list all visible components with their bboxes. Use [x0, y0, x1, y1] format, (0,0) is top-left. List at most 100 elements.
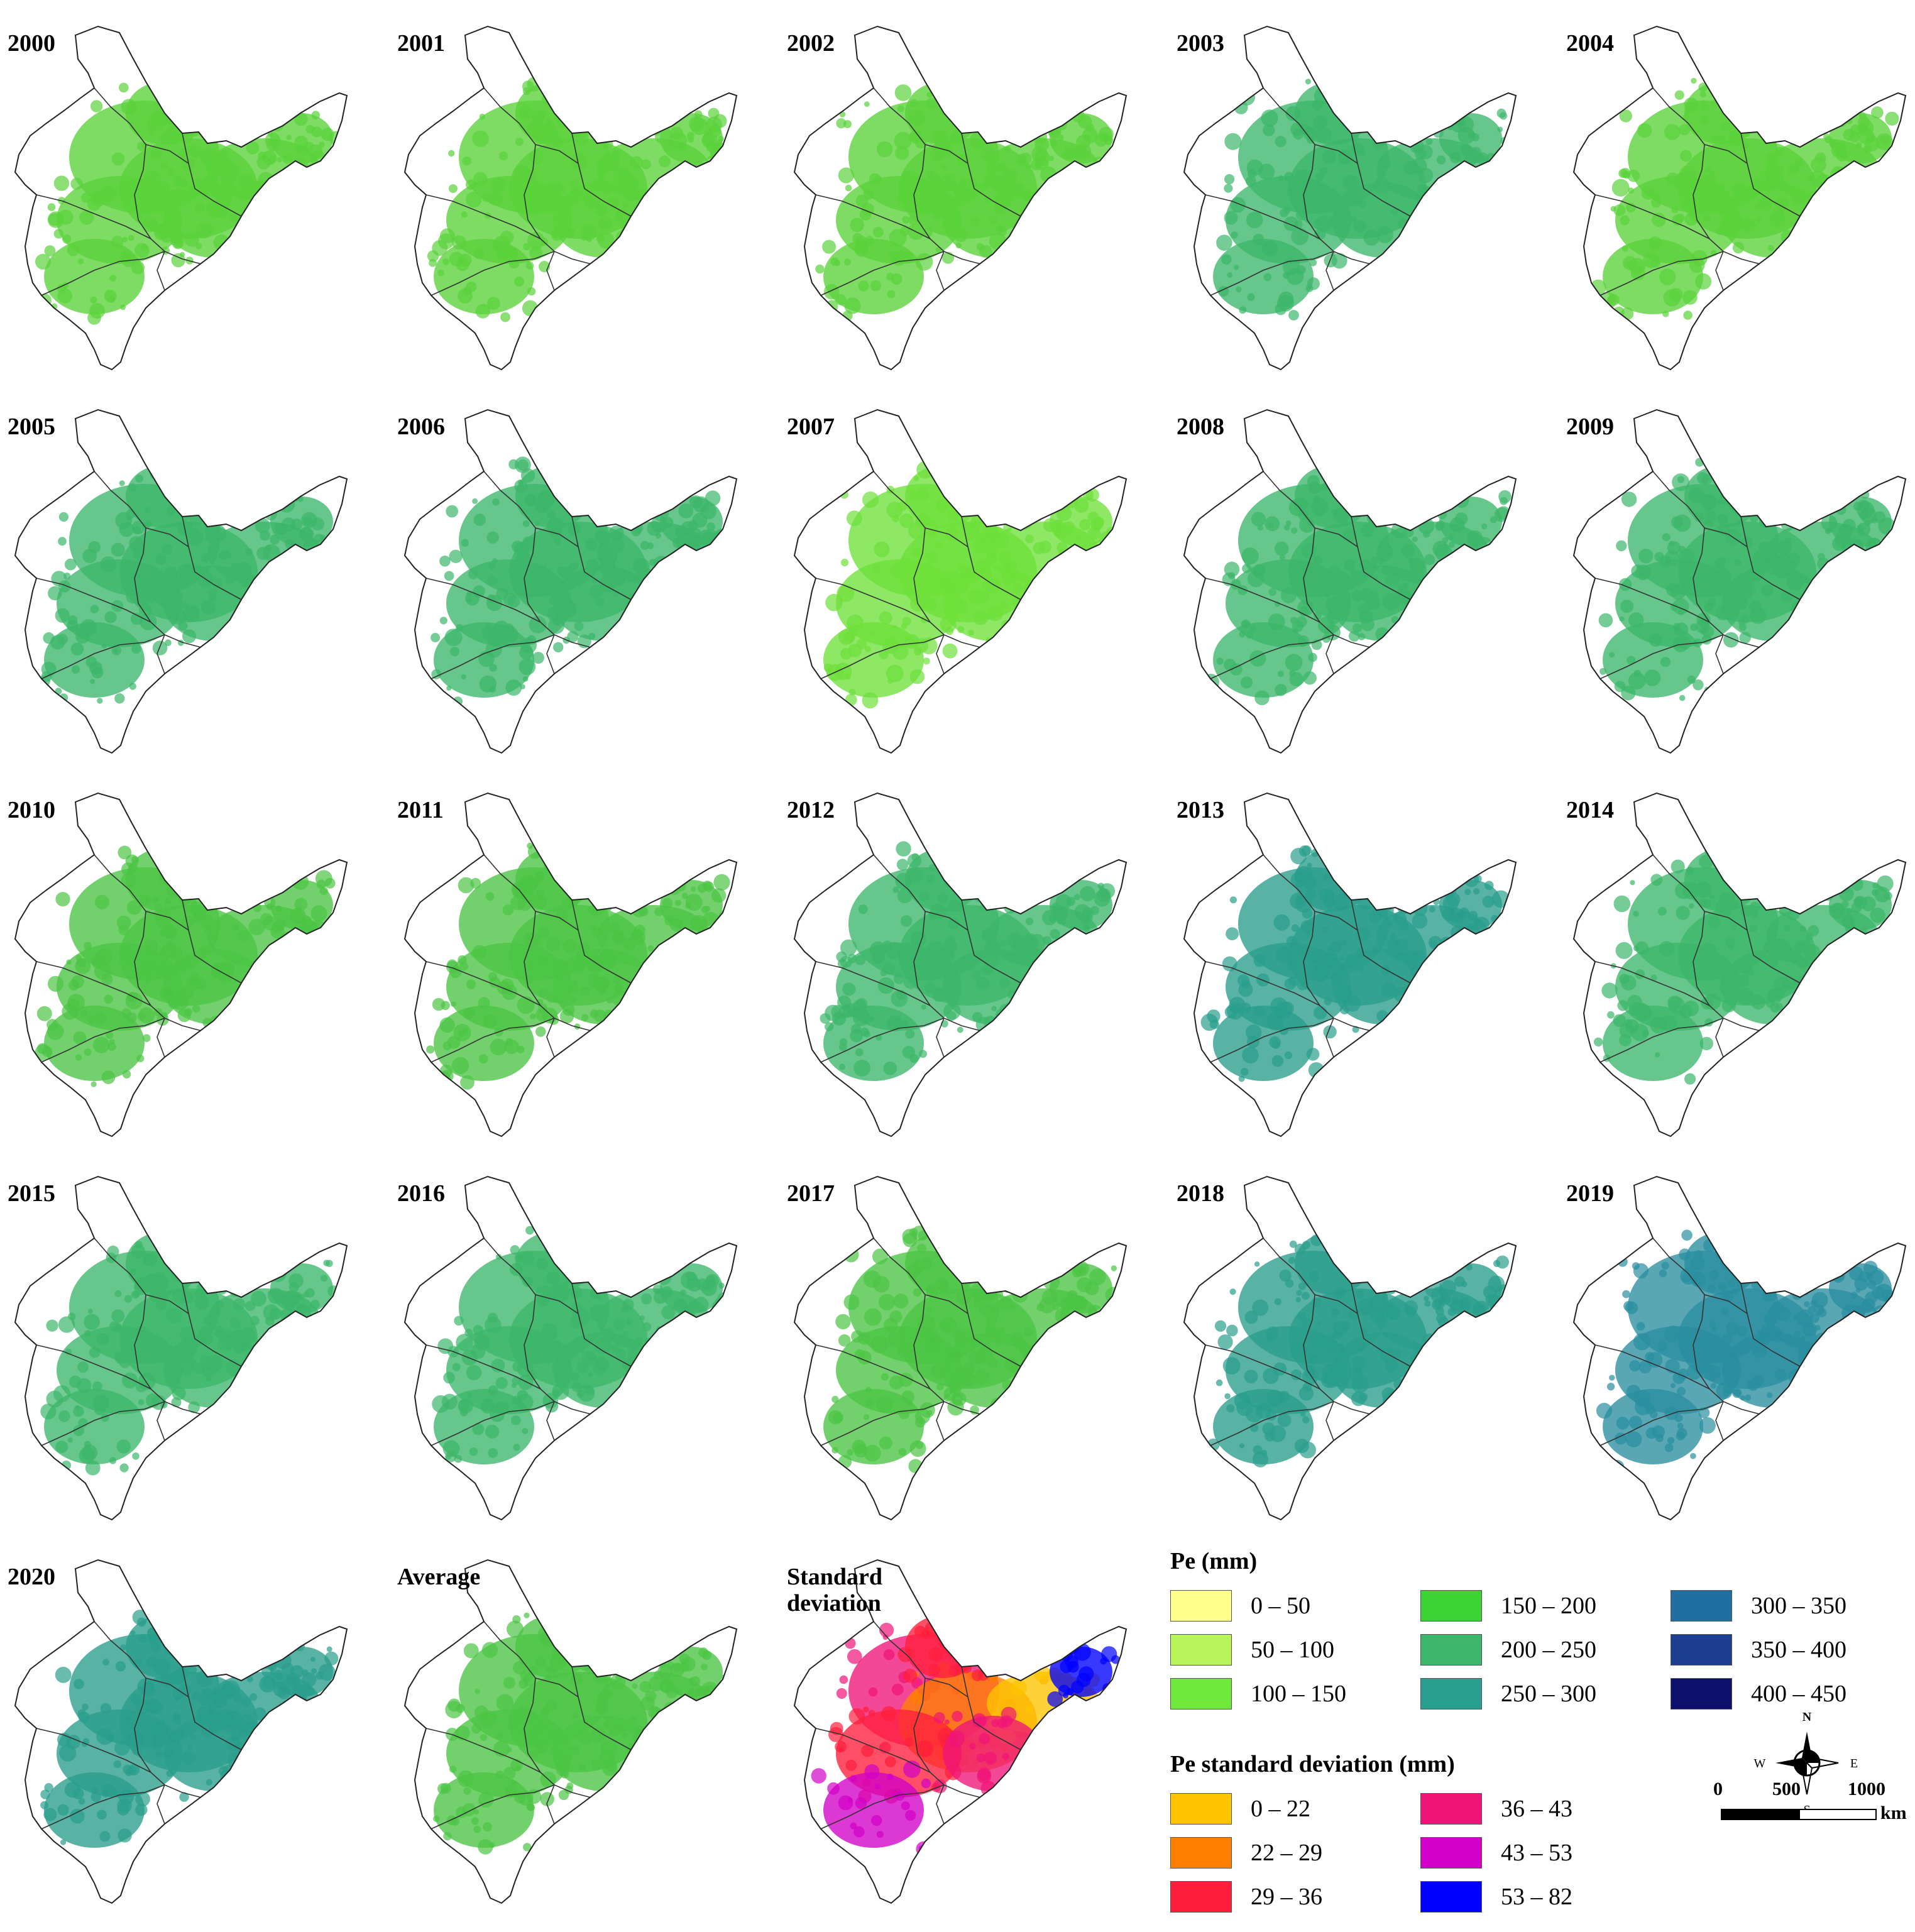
vegetation-speckle [1266, 1013, 1284, 1031]
vegetation-speckle [472, 1423, 485, 1435]
vegetation-speckle [870, 280, 881, 292]
vegetation-speckle [1665, 583, 1681, 597]
vegetation-speckle [324, 1651, 339, 1666]
vegetation-speckle [1863, 145, 1872, 154]
vegetation-speckle [1355, 1290, 1364, 1298]
province-border [936, 1401, 945, 1441]
vegetation-speckle [1466, 1263, 1473, 1271]
vegetation-speckle [492, 498, 500, 506]
vegetation-speckle [1263, 1368, 1279, 1385]
vegetation-speckle [932, 987, 947, 1002]
vegetation-speckle [102, 1659, 109, 1666]
vegetation-speckle [576, 950, 589, 962]
vegetation-speckle [1757, 196, 1772, 211]
vegetation-speckle [556, 855, 565, 865]
vegetation-speckle [124, 953, 131, 959]
vegetation-speckle [1599, 667, 1607, 675]
vegetation-speckle [1747, 1379, 1759, 1391]
vegetation-speckle [671, 873, 681, 884]
vegetation-speckle [173, 99, 182, 109]
vegetation-speckle [496, 1770, 504, 1779]
vegetation-speckle [238, 1714, 255, 1732]
vegetation-speckle [1823, 211, 1828, 216]
vegetation-speckle [1603, 1077, 1613, 1087]
vegetation-speckle [1636, 1322, 1645, 1331]
vegetation-speckle [1004, 1002, 1017, 1014]
vegetation-speckle [505, 1038, 513, 1046]
legend-swatch [1420, 1590, 1482, 1622]
vegetation-speckle [522, 520, 530, 527]
region-outline [14, 1559, 348, 1904]
vegetation-speckle [1749, 924, 1757, 933]
vegetation-speckle [1072, 943, 1089, 960]
map-panel: 2008 [1169, 396, 1546, 760]
region-outline [403, 25, 738, 371]
vegetation-speckle [830, 257, 839, 266]
vegetation-speckle [906, 1263, 921, 1278]
vegetation-speckle [1721, 1224, 1734, 1236]
vegetation-speckle [1290, 617, 1298, 624]
vegetation-speckle [883, 1649, 895, 1660]
vegetation-speckle [279, 1310, 285, 1316]
vegetation-speckle [608, 525, 624, 541]
vegetation-speckle [944, 1719, 950, 1725]
vegetation-speckle [1474, 554, 1488, 568]
vegetation-speckle [1354, 1258, 1361, 1266]
vegetation-speckle [1777, 942, 1783, 948]
vegetation-speckle [1004, 146, 1011, 153]
vegetation-speckle [1677, 1423, 1684, 1429]
vegetation-speckle [1305, 888, 1317, 899]
vegetation-speckle [475, 304, 490, 319]
vegetation-speckle [231, 1786, 244, 1799]
vegetation-speckle [1419, 231, 1434, 246]
vegetation-speckle [485, 892, 495, 901]
vegetation-speckle [203, 494, 214, 505]
vegetation-speckle [1471, 554, 1483, 566]
vegetation-speckle [1819, 953, 1837, 970]
vegetation-speckle [1251, 512, 1266, 527]
province-border [1715, 251, 1724, 291]
vegetation-speckle [904, 1737, 914, 1747]
province-border [1652, 1238, 1760, 1415]
panel-label: 2001 [397, 30, 445, 57]
vegetation-speckle [148, 1273, 160, 1286]
panel-label: 2006 [397, 414, 445, 440]
vegetation-speckle [1659, 1270, 1667, 1278]
vegetation-speckle [1786, 999, 1802, 1015]
vegetation-speckle [962, 91, 979, 107]
province-border [815, 961, 931, 1006]
vegetation-speckle [1023, 1769, 1033, 1779]
vegetation-speckle [868, 1687, 878, 1697]
vegetation-speckle [473, 248, 485, 260]
vegetation-speckle [524, 494, 537, 507]
vegetation-speckle [1075, 143, 1091, 160]
vegetation-speckle [1008, 1362, 1019, 1373]
vegetation-speckle [886, 273, 894, 281]
vegetation-speckle [1461, 1281, 1468, 1287]
vegetation-speckle [1344, 1265, 1356, 1276]
vegetation-speckle [1701, 494, 1717, 510]
vegetation-speckle [1698, 82, 1708, 92]
vegetation-speckle [316, 1324, 323, 1332]
vegetation-speckle [1244, 1310, 1258, 1324]
vegetation-speckle [496, 1694, 514, 1712]
vegetation-speckle [1336, 91, 1348, 104]
vegetation-speckle [881, 1706, 897, 1721]
vegetation-speckle [1349, 1366, 1363, 1381]
vegetation-speckle [706, 522, 715, 531]
vegetation-speckle [942, 569, 960, 587]
vegetation-speckle [1699, 91, 1706, 98]
vegetation-speckle [1331, 588, 1337, 595]
vegetation-speckle [1079, 519, 1091, 530]
vegetation-speckle [111, 1309, 125, 1323]
vegetation-speckle [968, 862, 984, 877]
vegetation-speckle [1342, 481, 1353, 493]
vegetation-speckle [929, 864, 936, 871]
vegetation-speckle [1092, 932, 1105, 945]
vegetation-speckle [55, 608, 70, 623]
vegetation-speckle [1621, 245, 1629, 252]
vegetation-speckle [243, 251, 257, 265]
vegetation-speckle [1619, 109, 1632, 123]
vegetation-speckle [886, 485, 894, 494]
province-border [41, 1784, 165, 1830]
